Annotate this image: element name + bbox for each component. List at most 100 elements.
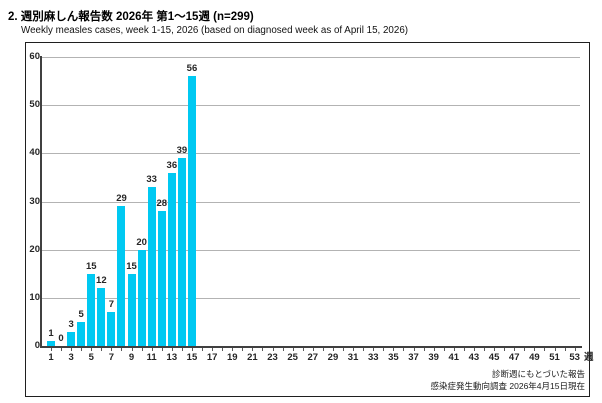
x-axis-tick <box>181 348 183 351</box>
gridline-20 <box>42 249 580 251</box>
x-axis-line <box>40 346 582 348</box>
x-axis-label: 53 <box>569 352 580 363</box>
bar-value-label: 39 <box>176 145 188 157</box>
x-axis-tick <box>574 348 576 351</box>
bar-value-label: 29 <box>116 193 127 205</box>
bar-week-13 <box>167 172 176 346</box>
x-axis-tick <box>554 348 556 351</box>
x-axis-tick <box>524 348 526 351</box>
bar-week-10 <box>137 249 146 346</box>
x-axis-label: 39 <box>428 352 439 363</box>
page-subtitle: Weekly measles cases, week 1-15, 2026 (b… <box>21 25 409 36</box>
x-axis-tick <box>564 348 566 351</box>
x-axis-tick <box>413 348 415 351</box>
bar-value-label: 20 <box>136 236 147 248</box>
x-axis-tick <box>171 348 173 351</box>
x-axis-tick <box>131 348 133 351</box>
x-axis-tick <box>353 348 355 351</box>
x-axis-tick <box>272 348 274 351</box>
x-axis-tick <box>453 348 455 351</box>
x-axis-tick <box>383 348 385 351</box>
chart-box: 1 3 5 7 9 11 13 15 17 19 21 23 25 27 29 31 33 35 37 39 41 43 4… <box>25 42 593 397</box>
x-axis-tick <box>463 348 465 351</box>
x-axis-tick <box>81 348 83 351</box>
x-axis-label: 17 <box>206 352 218 363</box>
x-axis-label: 31 <box>347 352 359 363</box>
x-axis-label: 21 <box>247 352 258 363</box>
bar-value-label: 0 <box>58 333 64 344</box>
x-axis-tick <box>51 348 52 351</box>
bar-week-14 <box>177 158 186 346</box>
x-axis-label: 3 <box>68 352 74 363</box>
x-axis-tick <box>363 348 365 351</box>
x-axis-label: 5 <box>88 352 94 363</box>
x-axis-tick <box>161 348 163 351</box>
bar-week-12 <box>157 211 166 346</box>
x-axis-label: 43 <box>468 352 480 363</box>
bar-value-label: 5 <box>78 308 84 320</box>
bar-week-3 <box>67 331 76 346</box>
x-axis-tick <box>534 348 536 351</box>
x-axis-label: 7 <box>108 352 115 363</box>
x-axis-tick <box>292 348 294 351</box>
y-axis-label: 50 <box>29 99 40 111</box>
bar-value-label: 7 <box>108 299 115 311</box>
bar-value-label: 12 <box>96 275 107 287</box>
bar-week-5 <box>87 273 96 346</box>
bar-week-4 <box>77 321 86 346</box>
x-axis-label: 23 <box>267 352 278 363</box>
bar-value-label: 56 <box>186 63 198 75</box>
y-axis-label: 40 <box>29 147 40 159</box>
x-axis-tick <box>61 348 63 351</box>
x-axis-tick <box>312 348 314 351</box>
bar-value-label: 33 <box>146 174 157 186</box>
x-axis-tick <box>433 348 435 351</box>
x-axis-tick <box>232 348 234 351</box>
bar-value-label: 1 <box>48 328 54 340</box>
bar-value-label: 28 <box>156 198 168 210</box>
y-axis-line <box>40 56 42 348</box>
x-axis-label: 47 <box>508 352 520 363</box>
x-axis-tick <box>71 348 73 351</box>
bar-week-7 <box>107 312 116 346</box>
bar-value-label: 15 <box>126 260 137 272</box>
y-axis-label: 20 <box>29 243 40 255</box>
x-axis-tick <box>373 348 375 351</box>
gridline-30 <box>42 201 580 203</box>
x-axis-label: 9 <box>128 352 135 363</box>
x-axis-label: 11 <box>146 352 157 363</box>
x-axis-label: 51 <box>549 352 560 363</box>
y-axis-label: 0 <box>34 340 40 351</box>
x-axis-label: 35 <box>388 352 399 363</box>
x-axis-tick <box>121 348 123 351</box>
x-axis-tick <box>282 348 284 351</box>
x-axis-tick <box>544 348 546 351</box>
x-axis-tick <box>423 348 425 351</box>
x-axis-label: 49 <box>529 352 540 363</box>
x-axis-label: 27 <box>307 352 319 363</box>
gridline-10 <box>42 297 580 299</box>
x-axis-tick <box>484 348 485 351</box>
bar-value-label: 15 <box>85 260 97 272</box>
x-axis-tick <box>111 348 113 351</box>
gridline-60 <box>42 57 580 58</box>
x-axis-label: 13 <box>166 352 178 363</box>
x-axis-label: 41 <box>448 352 460 363</box>
x-axis-tick <box>141 348 143 351</box>
bar-week-9 <box>127 273 136 346</box>
x-axis-label: 45 <box>488 352 500 363</box>
x-axis-tick <box>504 348 506 351</box>
x-axis-label: 1 <box>48 352 54 363</box>
bar-value-label: 3 <box>68 318 74 330</box>
y-axis-label: 10 <box>29 291 40 303</box>
gridline-50 <box>42 105 580 107</box>
x-axis-tick <box>202 348 204 351</box>
footnote-diagnosed-week: 診断週にもとづいた報告 <box>492 368 585 379</box>
chart-footnotes: 診断週にもとづいた報告 感染症発生動向調査 2026年4月15日現在 <box>431 368 585 394</box>
x-axis-tick <box>443 348 445 351</box>
x-axis-tick <box>91 348 93 351</box>
bar-week-1 <box>47 341 55 346</box>
x-axis-tick <box>252 348 254 351</box>
page-title: 2. 週別麻しん報告数 2026年 第1～15週 (n=299) <box>8 11 254 23</box>
x-axis-label: 33 <box>367 352 379 363</box>
